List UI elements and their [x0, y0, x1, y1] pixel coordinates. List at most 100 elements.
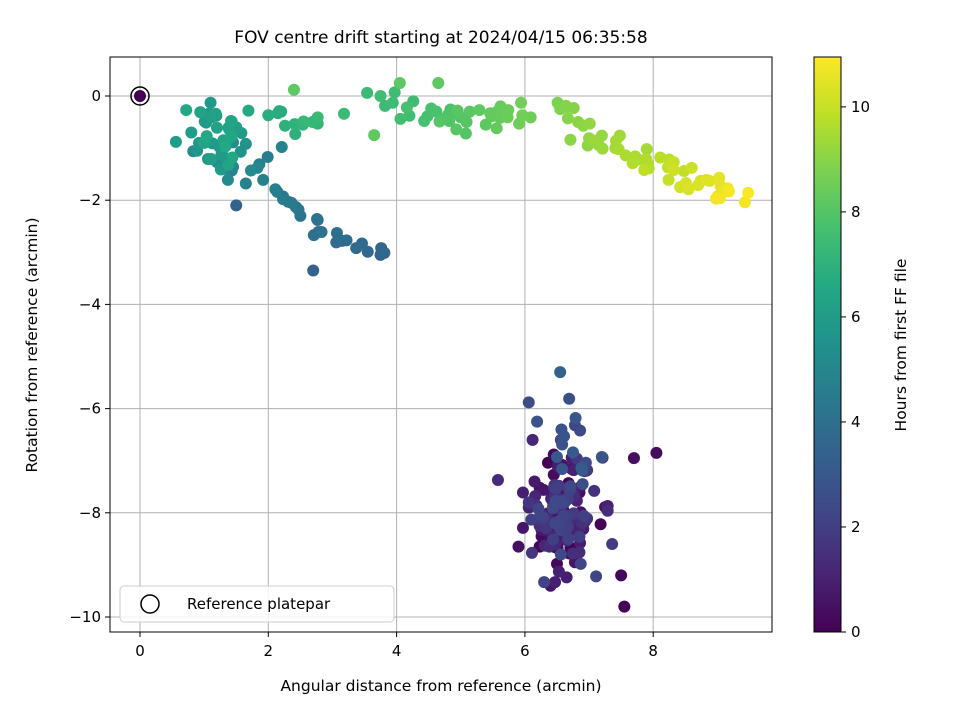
y-tick-label: −8: [79, 504, 101, 522]
data-point: [522, 496, 535, 509]
data-point: [547, 502, 560, 515]
data-point: [204, 96, 217, 109]
data-point: [375, 242, 388, 255]
data-point: [200, 130, 213, 143]
data-point: [596, 142, 609, 155]
data-point: [590, 570, 603, 583]
data-point: [606, 538, 619, 551]
data-point: [307, 264, 320, 277]
data-point: [516, 521, 529, 534]
data-point: [549, 576, 562, 589]
data-point: [515, 96, 528, 109]
data-point: [350, 242, 363, 255]
data-point: [554, 548, 567, 561]
data-point: [273, 105, 286, 118]
data-point: [361, 86, 374, 99]
data-point: [562, 532, 575, 545]
data-point: [538, 576, 551, 589]
data-point: [418, 115, 431, 128]
data-point: [451, 104, 464, 117]
data-point: [450, 123, 463, 136]
data-point: [588, 134, 601, 147]
data-point: [564, 133, 577, 146]
x-tick-label: 6: [520, 642, 530, 660]
data-point: [638, 163, 651, 176]
reference-point: [134, 90, 146, 102]
data-point: [463, 105, 476, 118]
data-point: [564, 480, 577, 493]
data-point: [577, 509, 590, 522]
data-point: [221, 173, 234, 186]
data-point: [541, 456, 554, 469]
chart-title: FOV centre drift starting at 2024/04/15 …: [234, 28, 647, 48]
data-point: [484, 107, 497, 120]
data-point: [180, 104, 193, 117]
data-point: [394, 112, 407, 125]
data-point: [615, 569, 628, 582]
data-point: [550, 451, 563, 464]
data-point: [552, 565, 565, 578]
x-tick-label: 2: [264, 642, 274, 660]
data-point: [430, 105, 443, 118]
data-point: [650, 446, 663, 459]
data-point: [433, 115, 446, 128]
data-point: [210, 121, 223, 134]
data-point: [576, 478, 589, 491]
data-point: [583, 117, 596, 130]
data-point: [556, 463, 569, 476]
y-axis-ticks: 0 −2 −4 −6 −8 −10: [69, 87, 110, 626]
colorbar-tick-label: 8: [851, 203, 861, 221]
plot-frame: [109, 56, 773, 633]
colorbar-tick-label: 2: [851, 518, 861, 536]
x-tick-label: 4: [392, 642, 402, 660]
data-point: [230, 199, 243, 212]
data-point: [443, 115, 456, 128]
data-point: [275, 141, 288, 154]
data-point: [722, 185, 735, 198]
colorbar-tick-label: 4: [851, 413, 861, 431]
data-point: [242, 104, 255, 117]
data-point: [567, 446, 580, 459]
data-point: [522, 396, 535, 409]
colorbar-tick-label: 10: [851, 98, 870, 116]
data-point: [619, 149, 632, 162]
y-tick-label: −6: [79, 400, 101, 418]
data-point: [297, 115, 310, 128]
data-point: [400, 101, 413, 114]
data-point: [269, 183, 282, 196]
x-tick-label: 8: [648, 642, 658, 660]
data-point: [547, 533, 560, 546]
data-point: [640, 143, 653, 156]
data-point: [512, 540, 525, 553]
data-point: [525, 513, 538, 526]
data-point: [700, 173, 713, 186]
data-point: [567, 101, 580, 114]
y-axis-label: Rotation from reference (arcmin): [23, 217, 41, 472]
data-point: [569, 411, 582, 424]
legend: Reference platepar: [119, 585, 395, 623]
data-point: [194, 106, 207, 119]
data-point: [574, 424, 587, 437]
data-point: [738, 196, 751, 209]
data-point: [311, 213, 324, 226]
data-point: [479, 118, 492, 131]
data-point: [575, 461, 588, 474]
y-tick-label: −2: [79, 191, 101, 209]
reference-point-marker: [130, 86, 150, 106]
data-point: [239, 137, 252, 150]
data-point: [595, 451, 608, 464]
colorbar-ticks: 0 2 4 6 8 10: [841, 98, 870, 641]
data-point: [500, 104, 513, 117]
data-point: [654, 151, 667, 164]
data-point: [588, 484, 601, 497]
data-point: [289, 128, 302, 141]
data-point: [574, 557, 587, 570]
colorbar-tick-label: 6: [851, 308, 861, 326]
data-point: [209, 107, 222, 120]
data-point: [618, 600, 631, 613]
data-point: [257, 173, 270, 186]
data-point: [742, 186, 755, 199]
colorbar-label: Hours from first FF file: [892, 259, 910, 432]
data-point: [531, 415, 544, 428]
data-point: [368, 129, 381, 142]
